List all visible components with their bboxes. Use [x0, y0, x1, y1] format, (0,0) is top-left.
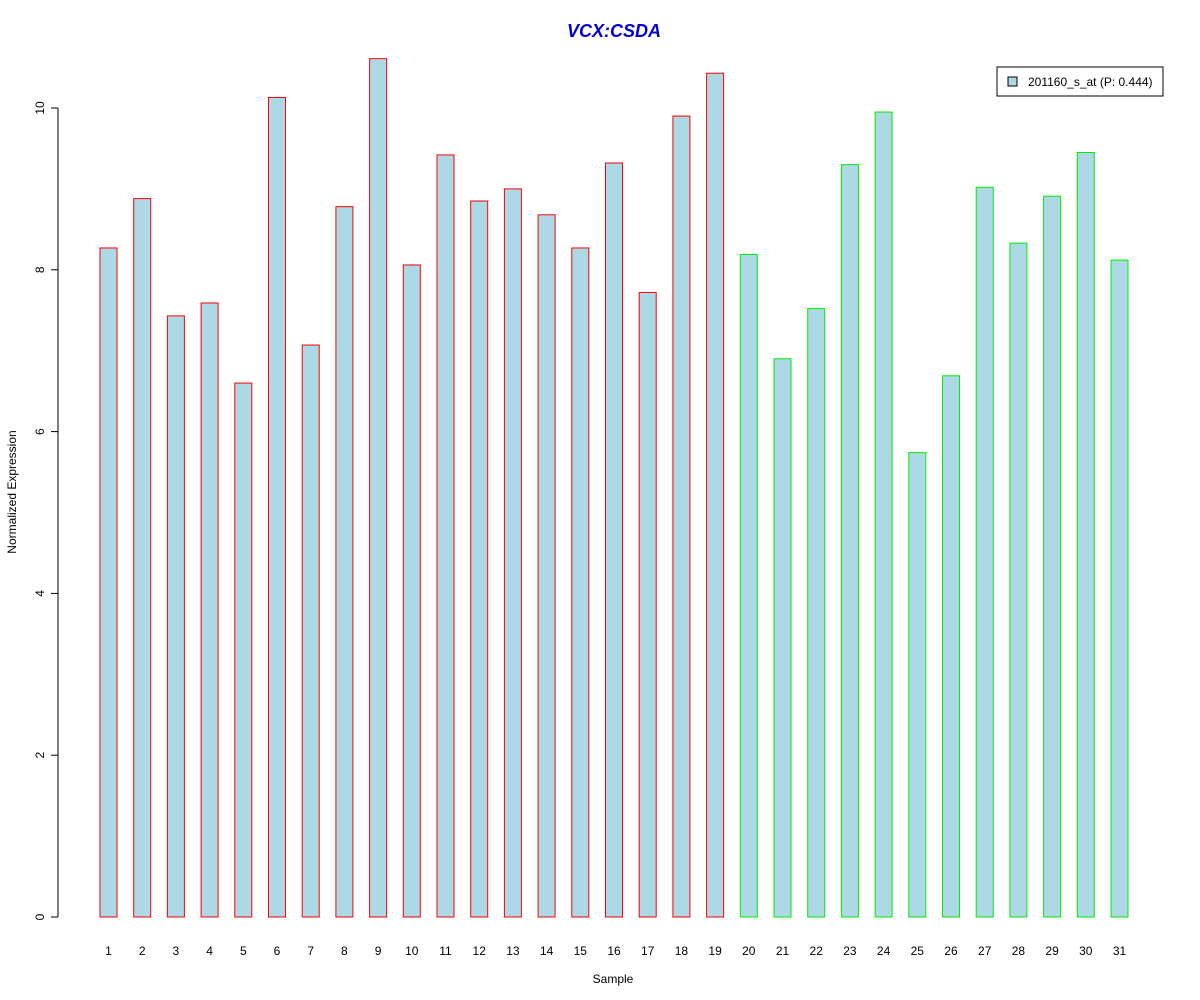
bar-sample-28 — [1009, 242, 1028, 918]
y-tick-label: 8 — [33, 266, 47, 273]
x-tick-label: 3 — [173, 944, 180, 958]
bar-sample-15 — [571, 247, 590, 918]
x-tick-label: 6 — [274, 944, 281, 958]
bar-sample-4 — [200, 302, 219, 918]
bar-sample-29 — [1043, 195, 1062, 918]
x-tick-label: 16 — [607, 944, 621, 958]
x-tick-label: 4 — [206, 944, 213, 958]
x-axis-label: Sample — [593, 972, 634, 986]
legend-series-label: 201160_s_at (P: 0.444) — [1028, 75, 1153, 89]
bar-sample-14 — [537, 214, 556, 918]
bar-sample-31 — [1110, 259, 1129, 918]
x-tick-label: 5 — [240, 944, 247, 958]
x-tick-label: 23 — [843, 944, 857, 958]
bar-sample-11 — [436, 154, 455, 918]
legend: 201160_s_at (P: 0.444) — [996, 66, 1164, 97]
bar-sample-8 — [335, 206, 354, 918]
y-tick-label: 2 — [33, 752, 47, 759]
x-tick-labels: 1 2 3 4 5 6 7 8 9 10 11 12 13 14 15 16 17 18 19 20 21 22 23 24 2… — [105, 944, 1126, 958]
bar-sample-3 — [166, 315, 185, 918]
x-tick-label: 22 — [810, 944, 824, 958]
bar-sample-20 — [739, 253, 758, 918]
bar-sample-1 — [99, 247, 118, 918]
x-tick-label: 27 — [978, 944, 992, 958]
x-tick-label: 25 — [911, 944, 925, 958]
x-tick-label: 24 — [877, 944, 891, 958]
x-tick-label: 15 — [574, 944, 588, 958]
bars-group — [99, 58, 1129, 918]
y-tick-label: 0 — [33, 913, 47, 920]
bar-sample-5 — [234, 382, 253, 918]
x-tick-label: 8 — [341, 944, 348, 958]
bar-sample-13 — [503, 188, 522, 918]
x-tick-label: 13 — [506, 944, 520, 958]
x-tick-label: 30 — [1079, 944, 1093, 958]
bar-sample-21 — [773, 358, 792, 918]
x-tick-label: 10 — [405, 944, 419, 958]
x-tick-label: 9 — [375, 944, 382, 958]
x-tick-label: 14 — [540, 944, 554, 958]
bar-sample-30 — [1076, 151, 1095, 918]
y-axis-label: Normalized Expression — [5, 430, 19, 553]
x-tick-label: 7 — [307, 944, 314, 958]
legend-box — [996, 66, 1164, 97]
y-tick-label: 10 — [33, 101, 47, 115]
bar-sample-27 — [975, 186, 994, 918]
x-tick-label: 20 — [742, 944, 756, 958]
x-tick-label: 21 — [776, 944, 790, 958]
bar-sample-10 — [402, 264, 421, 918]
bar-sample-22 — [807, 308, 826, 918]
y-tick-label: 6 — [33, 428, 47, 435]
bar-sample-7 — [301, 344, 320, 918]
bar-sample-23 — [840, 164, 859, 918]
bar-sample-9 — [369, 58, 388, 918]
chart-title: VCX:CSDA — [567, 21, 661, 41]
x-tick-label: 28 — [1012, 944, 1026, 958]
x-tick-label: 19 — [708, 944, 722, 958]
x-tick-label: 17 — [641, 944, 655, 958]
bar-sample-12 — [470, 200, 489, 918]
bar-sample-19 — [706, 72, 725, 918]
bar-sample-16 — [605, 162, 623, 918]
x-tick-label: 18 — [675, 944, 689, 958]
x-tick-label: 2 — [139, 944, 146, 958]
bar-sample-26 — [942, 375, 960, 918]
x-tick-label: 12 — [473, 944, 487, 958]
bar-sample-18 — [672, 115, 691, 918]
x-tick-label: 26 — [944, 944, 958, 958]
y-axis: 0 2 4 6 8 10 — [33, 101, 59, 920]
x-tick-label: 11 — [439, 944, 452, 958]
y-tick-label: 4 — [33, 590, 47, 597]
bar-sample-17 — [638, 291, 657, 918]
x-tick-label: 1 — [105, 944, 112, 958]
bar-sample-25 — [908, 452, 927, 918]
legend-swatch — [1007, 76, 1018, 87]
bar-sample-2 — [133, 198, 152, 918]
bar-sample-6 — [268, 96, 286, 918]
x-tick-label: 31 — [1113, 944, 1127, 958]
bar-sample-24 — [874, 111, 893, 918]
x-tick-label: 29 — [1045, 944, 1059, 958]
